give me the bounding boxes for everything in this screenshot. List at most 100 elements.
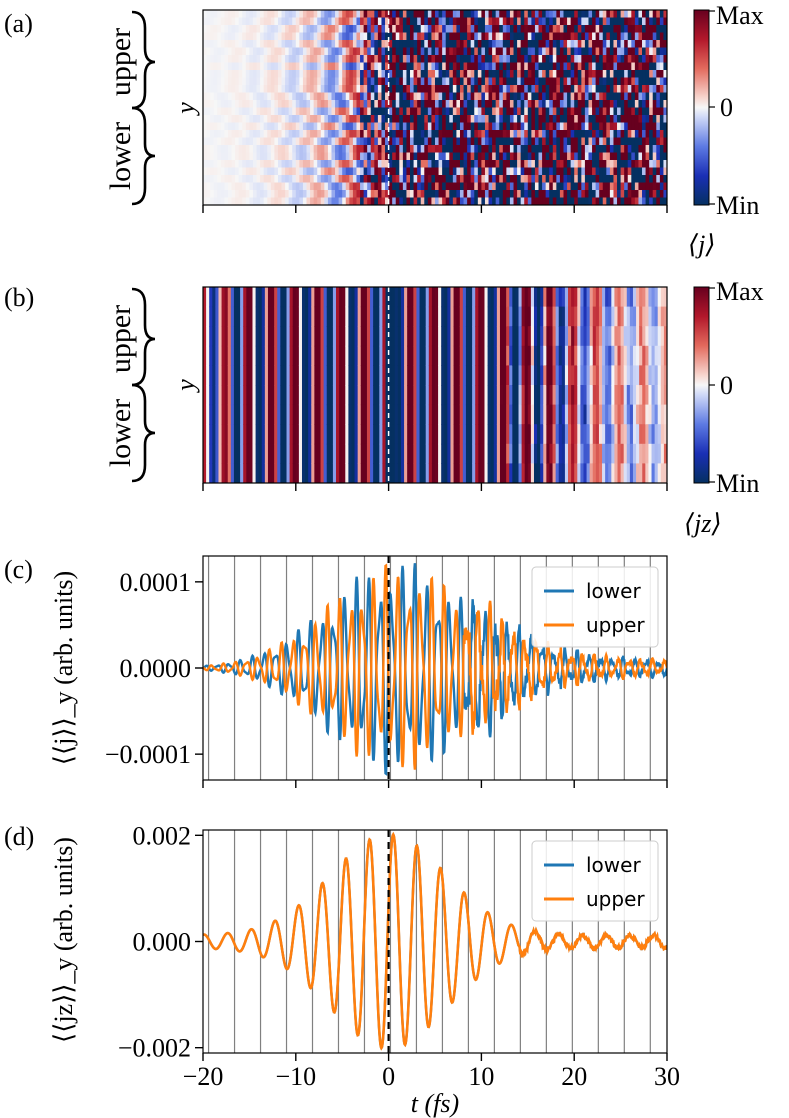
heatmap-a-cell bbox=[627, 77, 632, 86]
heatmap-b-cell bbox=[243, 463, 247, 483]
heatmap-a-cell bbox=[345, 122, 350, 131]
heatmap-b-cell bbox=[435, 326, 439, 347]
heatmap-b-cell bbox=[320, 463, 325, 483]
heatmap-a-cell bbox=[634, 190, 640, 199]
heatmap-b-cell bbox=[620, 385, 625, 406]
heatmap-b-cell bbox=[435, 385, 439, 406]
heatmap-a-cell bbox=[281, 32, 286, 41]
heatmap-b-cell bbox=[280, 365, 285, 386]
heatmap-a-cell bbox=[581, 70, 586, 79]
heatmap-a-cell bbox=[470, 70, 475, 79]
heatmap-a-cell bbox=[506, 85, 511, 94]
heatmap-b-cell bbox=[636, 345, 640, 366]
heatmap-a-cell bbox=[399, 122, 404, 131]
heatmap-a-cell bbox=[245, 190, 250, 199]
heatmap-b-cell bbox=[379, 365, 384, 386]
heatmap-b-cell bbox=[404, 443, 408, 464]
heatmap-a-cell bbox=[224, 115, 229, 124]
heatmap-a-cell bbox=[509, 62, 515, 71]
heatmap-a-cell bbox=[213, 10, 218, 19]
heatmap-b-cell bbox=[533, 326, 538, 347]
heatmap-a-cell bbox=[481, 152, 486, 161]
heatmap-a-cell bbox=[506, 152, 511, 161]
heatmap-a-cell bbox=[413, 190, 418, 199]
heatmap-b-cell bbox=[509, 443, 513, 464]
heatmap-b-cell bbox=[391, 287, 396, 308]
heatmap-b-cell bbox=[339, 424, 343, 445]
heatmap-b-cell bbox=[416, 404, 421, 425]
heatmap-b-cell bbox=[552, 443, 557, 464]
heatmap-a-cell bbox=[656, 160, 661, 169]
heatmap-a-cell bbox=[442, 85, 447, 94]
heatmap-a-cell bbox=[220, 160, 226, 169]
heatmap-a-cell bbox=[545, 167, 550, 176]
heatmap-a-cell bbox=[492, 197, 497, 205]
heatmap-a-cell bbox=[320, 107, 325, 116]
heatmap-b-cell bbox=[620, 345, 625, 366]
heatmap-b-cell bbox=[379, 326, 384, 347]
heatmap-b-cell bbox=[586, 424, 591, 445]
heatmap-a-cell bbox=[606, 197, 611, 205]
heatmap-b-frame bbox=[202, 286, 668, 484]
heatmap-a-cell bbox=[513, 55, 518, 64]
heatmap-a-cell bbox=[292, 115, 297, 124]
heatmap-b-cell bbox=[233, 463, 238, 483]
heatmap-a-cell bbox=[502, 122, 507, 131]
heatmap-a-cell bbox=[477, 197, 482, 205]
heatmap-b-cell bbox=[509, 424, 513, 445]
heatmap-a-cell bbox=[595, 190, 600, 199]
heatmap-a-cell bbox=[306, 40, 311, 49]
heatmap-a-cell bbox=[634, 122, 640, 131]
heatmap-a-cell bbox=[574, 145, 579, 154]
heatmap-b-cell bbox=[308, 306, 312, 327]
heatmap-a-cell bbox=[531, 55, 536, 64]
heatmap-a-cell bbox=[456, 160, 461, 169]
heatmap-b-cell bbox=[487, 463, 492, 483]
heatmap-a-cell bbox=[260, 167, 265, 176]
heatmap-a-cell bbox=[549, 62, 554, 71]
heatmap-b-cell bbox=[286, 424, 291, 445]
heatmap-a-cell bbox=[392, 77, 397, 86]
heatmap-b-cell bbox=[654, 365, 659, 386]
heatmap-b-cell bbox=[636, 424, 640, 445]
heatmap-a-cell bbox=[456, 25, 461, 34]
heatmap-b-cell bbox=[422, 287, 427, 308]
heatmap-a-cell bbox=[260, 25, 265, 34]
heatmap-a-cell bbox=[292, 85, 297, 94]
heatmap-b-cell bbox=[373, 345, 377, 366]
heatmap-a-cell bbox=[520, 137, 525, 146]
heatmap-b-cell bbox=[413, 306, 418, 327]
heatmap-a-cell bbox=[313, 122, 318, 131]
heatmap-a-cell bbox=[431, 190, 436, 199]
heatmap-b-cell bbox=[521, 385, 526, 406]
heatmap-a-cell bbox=[352, 167, 358, 176]
heatmap-a-cell bbox=[306, 137, 311, 146]
heatmap-a-cell bbox=[517, 130, 522, 139]
heatmap-a-cell bbox=[399, 62, 404, 71]
heatmap-a-cell bbox=[252, 10, 258, 19]
heatmap-a-cell bbox=[492, 40, 497, 49]
heatmap-a-cell bbox=[299, 17, 304, 26]
heatmap-a-cell bbox=[567, 145, 572, 154]
heatmap-b-cell bbox=[212, 365, 216, 386]
heatmap-a-cell bbox=[242, 32, 247, 41]
heatmap-a-cell bbox=[327, 152, 333, 161]
heatmap-b-cell bbox=[493, 326, 498, 347]
heatmap-a-cell bbox=[327, 47, 333, 56]
heatmap-a-cell bbox=[509, 175, 515, 184]
heatmap-a-cell bbox=[238, 175, 243, 184]
heatmap-a-cell bbox=[663, 167, 667, 176]
heatmap-b-cell bbox=[518, 365, 523, 386]
heatmap-a-cell bbox=[531, 190, 536, 199]
heatmap-b-cell bbox=[258, 326, 263, 347]
heatmap-a-cell bbox=[345, 130, 350, 139]
heatmap-a-cell bbox=[274, 40, 279, 49]
heatmap-b-cell bbox=[571, 385, 575, 406]
heatmap-b-cell bbox=[419, 326, 424, 347]
heatmap-b-cell bbox=[301, 463, 306, 483]
heatmap-b-cell bbox=[391, 424, 396, 445]
heatmap-b-cell bbox=[490, 306, 495, 327]
heatmap-a-cell bbox=[470, 100, 475, 109]
heatmap-a-cell bbox=[217, 160, 222, 169]
heatmap-a-cell bbox=[217, 62, 222, 71]
